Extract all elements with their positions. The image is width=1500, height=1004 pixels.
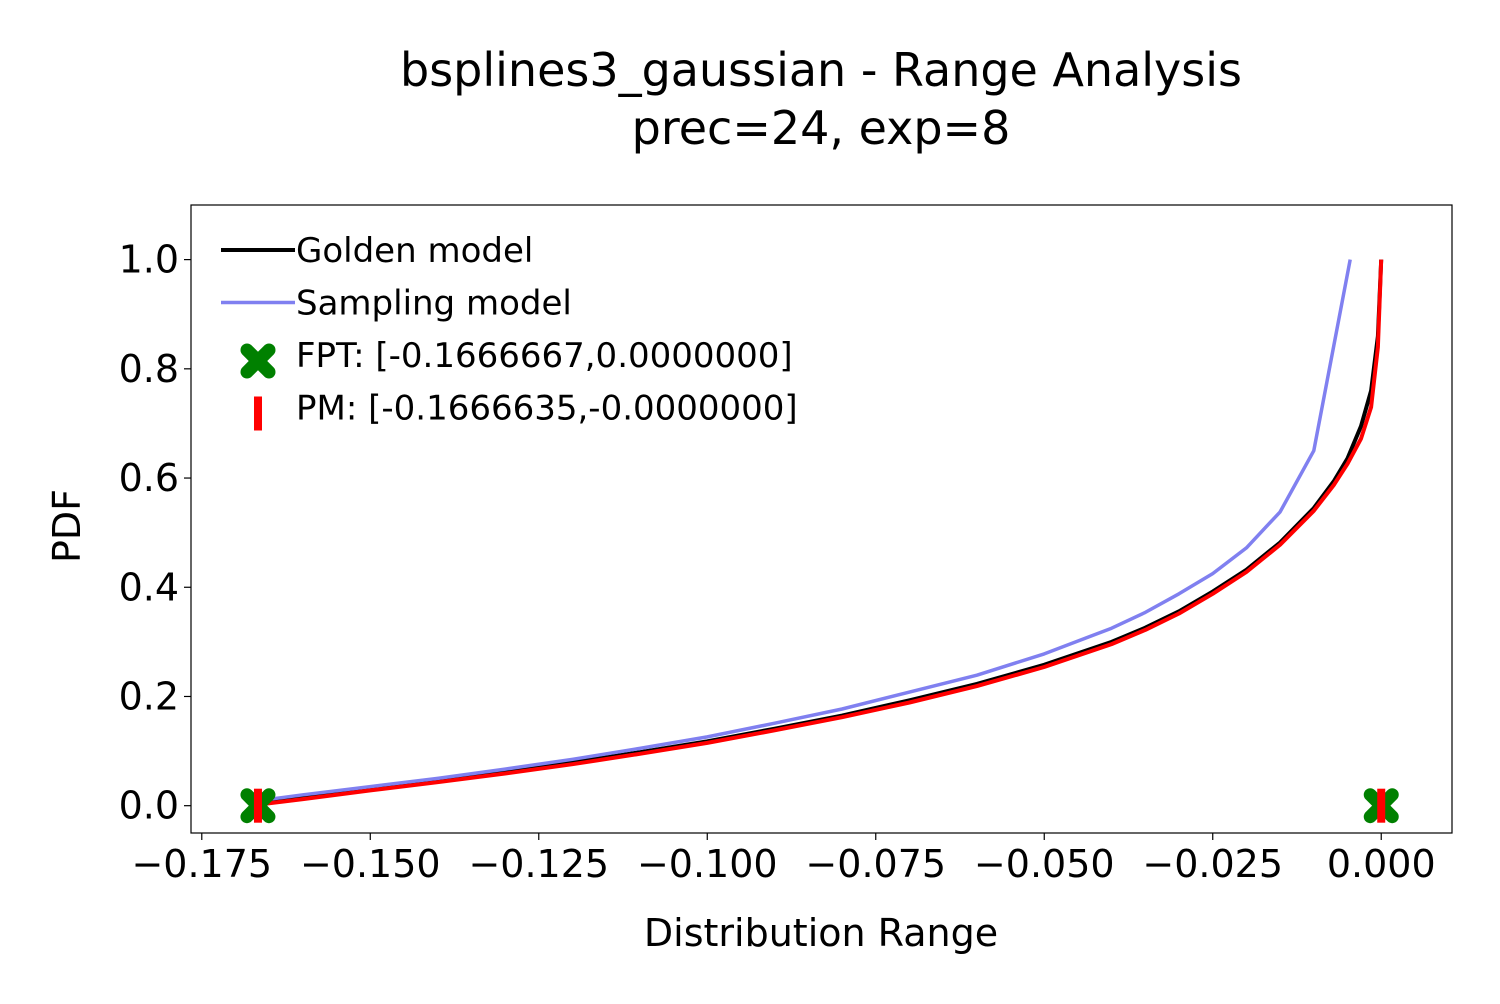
- legend-label: Sampling model: [296, 284, 572, 324]
- legend-label: PM: [-0.1666635,-0.0000000]: [296, 389, 798, 429]
- y-tick-label: 1.0: [119, 238, 179, 282]
- x-tick-label: −0.125: [468, 842, 609, 886]
- x-tick-label: −0.075: [805, 842, 946, 886]
- x-tick-label: −0.175: [131, 842, 272, 886]
- x-axis-label: Distribution Range: [644, 911, 998, 955]
- y-tick-label: 0.2: [119, 674, 179, 718]
- pm-marker: [1377, 788, 1386, 823]
- legend-label: FPT: [-0.1666667,0.0000000]: [296, 336, 793, 376]
- chart-title: bsplines3_gaussian - Range Analysis: [400, 43, 1242, 97]
- legend-item-golden-model: Golden model: [221, 231, 533, 271]
- y-tick-label: 0.8: [119, 347, 179, 391]
- legend-item-fpt-0-1666667-0-0000: FPT: [-0.1666667,0.0000000]: [240, 336, 793, 379]
- legend-pm-marker: [254, 396, 262, 431]
- series-line-pm: [257, 259, 1384, 807]
- plot-area-frame: [190, 204, 1453, 834]
- legend-item-sampling-model: Sampling model: [221, 284, 572, 324]
- series-line-sampling-model: [257, 259, 1352, 803]
- x-tick-label: −0.100: [637, 842, 778, 886]
- legend-item-pm-0-1666635-0-00000: PM: [-0.1666635,-0.0000000]: [254, 389, 798, 431]
- y-axis-label: PDF: [45, 489, 89, 563]
- x-tick-label: −0.050: [974, 842, 1115, 886]
- x-tick-label: −0.150: [300, 842, 441, 886]
- y-tick-label: 0.4: [119, 565, 179, 609]
- x-tick-label: 0.000: [1327, 842, 1436, 886]
- legend-label: Golden model: [296, 231, 533, 271]
- pm-marker: [253, 788, 262, 823]
- chart-legend: Golden model Sampling model FPT: [-0.16666…: [221, 231, 798, 431]
- y-tick-label: 0.6: [119, 456, 179, 500]
- legend-fpt-marker: [240, 343, 276, 379]
- chart-subtitle: prec=24, exp=8: [632, 101, 1011, 155]
- x-tick-label: −0.025: [1142, 842, 1283, 886]
- y-tick-label: 0.0: [119, 784, 179, 828]
